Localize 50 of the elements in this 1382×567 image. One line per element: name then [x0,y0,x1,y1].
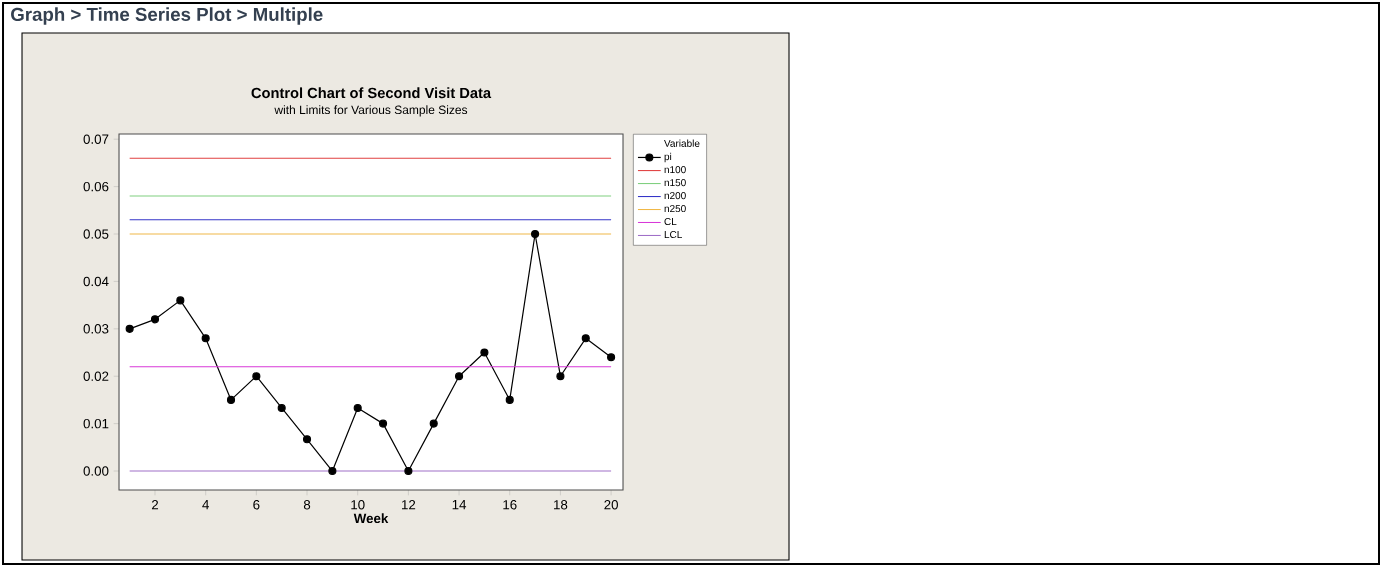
x-tick-label: 14 [452,500,467,510]
y-tick-label: 0.04 [83,276,109,287]
text: Graph > Time Series Plot > Multiple [11,7,323,25]
chart-subtitle: with Limits for Various Sample Sizes [274,105,468,117]
point [277,403,286,413]
point [150,315,160,324]
y-tick-label: 0.05 [83,229,109,239]
legend-label: n100 [664,166,686,174]
x-axis-title: Week [353,513,389,524]
point [378,419,388,428]
legend-label: pi [664,152,672,163]
point [556,372,565,381]
point [252,372,261,381]
point [302,435,312,444]
y-tick-label: 0.02 [83,371,109,381]
y-tick-label: 0.01 [83,418,109,429]
point [581,334,590,343]
point [455,372,464,381]
y-tick-label: 0.00 [83,466,109,476]
x-tick-label: 16 [503,500,517,510]
point [226,395,236,404]
y-tick-label: 0.07 [83,134,109,144]
point [201,334,210,343]
legend-label: LCL [664,230,682,239]
x-tick-label: 10 [351,500,365,510]
y-tick-label: 0.03 [83,324,109,334]
legend-title: Variable [664,139,700,147]
x-tick-label: 4 [202,500,209,510]
x-tick-label: 2 [151,500,159,510]
legend-label: CL [664,218,677,226]
x-tick-label: 12 [402,500,416,510]
x-tick-label: 18 [554,500,568,510]
legend-label: n150 [664,179,686,187]
x-tick-label: 20 [604,500,618,510]
y-tick-label: 0.06 [83,181,109,192]
point [505,395,514,404]
point [531,229,540,239]
x-tick-label: 6 [253,500,260,510]
point [429,419,438,428]
point [480,348,489,357]
legend-label: n200 [664,192,686,200]
point [607,353,616,362]
x-tick-label: 8 [303,500,311,510]
point [328,466,337,476]
legend-label: n250 [664,205,686,213]
point [176,296,185,305]
chart-title: Control Chart of Second Visit Data [251,87,492,99]
point [125,324,134,333]
point [353,403,362,413]
point [404,466,413,476]
